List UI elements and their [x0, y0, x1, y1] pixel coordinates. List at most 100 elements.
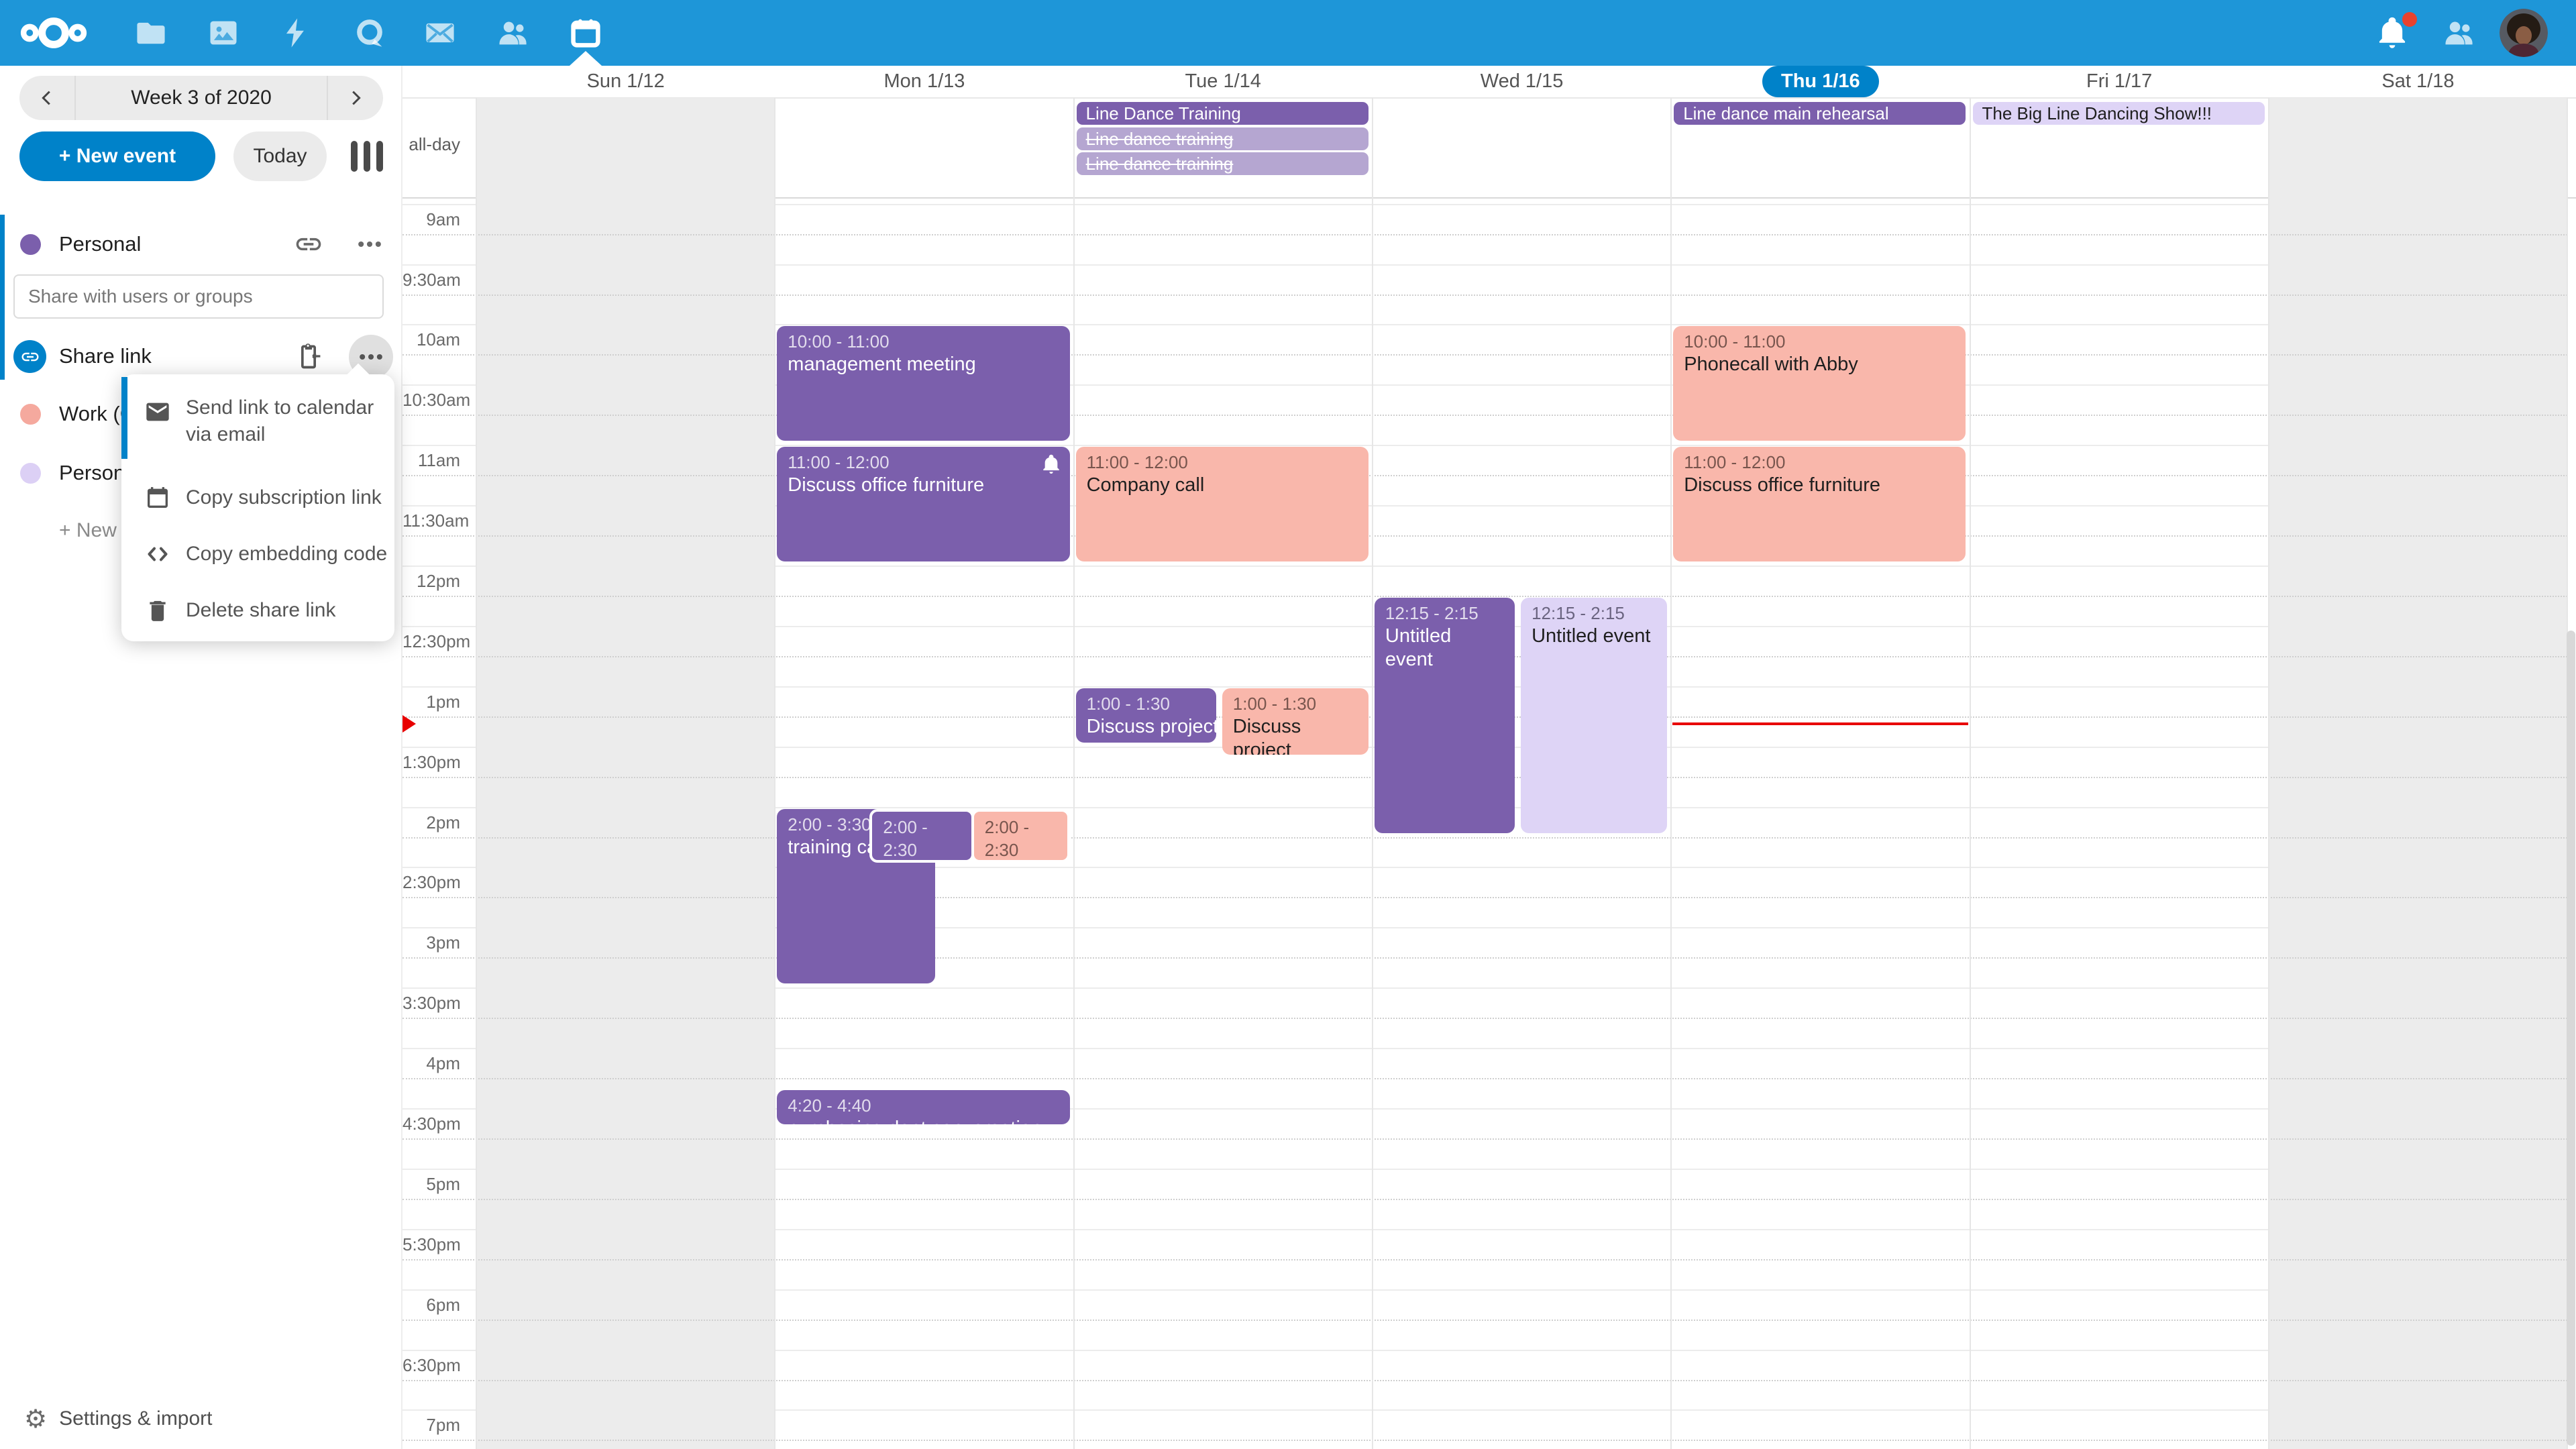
all-day-event[interactable]: Line dance main rehearsal [1674, 102, 1966, 125]
time-label: 6:30pm [402, 1354, 461, 1375]
files-icon[interactable] [114, 0, 188, 66]
all-day-label: all-day [409, 134, 460, 154]
gridline [402, 1409, 2567, 1411]
reminder-bell-icon [1040, 453, 1062, 475]
gridline [402, 505, 2567, 507]
gridline [402, 535, 2567, 537]
column-divider [1670, 97, 1672, 1449]
event[interactable]: 11:00 - 12:00 Company call [1075, 447, 1368, 562]
menu-item-send-link-email[interactable]: Send link to calendar via email [121, 390, 394, 470]
gridline [402, 1198, 2567, 1200]
week-navigation: Week 3 of 2020 [19, 76, 383, 120]
sidebar-item-calendar-personal[interactable]: Personal [0, 223, 402, 265]
activity-icon[interactable] [259, 0, 333, 66]
gridline [402, 475, 2567, 477]
calendar-color-dot [20, 233, 41, 255]
contacts-icon[interactable] [476, 0, 549, 66]
event[interactable]: 10:00 - 11:00 Phonecall with Abby [1673, 326, 1966, 441]
gridline [402, 294, 2567, 296]
all-day-event[interactable]: Line Dance Training [1076, 102, 1368, 125]
notification-badge [2402, 12, 2417, 27]
event[interactable]: 4:20 - 4:40purchasing dept conversation [777, 1090, 1070, 1124]
calendar-icon [148, 487, 168, 508]
gridline [402, 415, 2567, 417]
time-label: 10am [416, 329, 460, 350]
weekend-shade [476, 98, 775, 1449]
weekend-shade [2268, 98, 2568, 1449]
event[interactable]: 2:00 - 2:30check-in [869, 808, 975, 863]
new-calendar-button[interactable]: + New c [59, 519, 133, 541]
talk-icon[interactable] [333, 0, 407, 66]
menu-item-copy-subscription-link[interactable]: Copy subscription link [121, 470, 394, 526]
calendar-app-icon[interactable] [549, 0, 623, 66]
gridline [402, 264, 2567, 266]
event[interactable]: 10:00 - 11:00 management meeting [777, 326, 1070, 441]
time-label: 5pm [426, 1173, 460, 1194]
gridline [402, 837, 2567, 839]
gridline [402, 233, 2567, 235]
time-label: 11:30am [402, 511, 470, 531]
day-header[interactable]: Sun 1/12 [586, 70, 665, 92]
avatar[interactable] [2500, 9, 2548, 57]
event[interactable]: 11:00 - 12:00 Discuss office furniture [1673, 447, 1966, 562]
settings-import-button[interactable]: ⚙ Settings & import [24, 1404, 213, 1434]
photos-icon[interactable] [186, 0, 260, 66]
settings-label: Settings & import [59, 1407, 213, 1430]
menu-item-delete-share-link[interactable]: Delete share link [121, 582, 394, 639]
next-week-button[interactable] [327, 76, 383, 120]
header-divider [402, 97, 2576, 99]
delete-icon [150, 600, 166, 621]
day-header[interactable]: Mon 1/13 [883, 70, 965, 92]
week-title: Week 3 of 2020 [131, 87, 272, 109]
email-icon [146, 402, 169, 421]
share-link-label: Share link [59, 344, 152, 368]
time-label: 4:30pm [402, 1114, 461, 1134]
column-divider [1371, 97, 1373, 1449]
gridline [402, 957, 2567, 959]
vertical-scrollbar[interactable] [2567, 631, 2575, 1446]
share-link-row: Share link [0, 333, 402, 380]
event[interactable]: 11:00 - 12:00 Discuss office furniture [777, 447, 1070, 562]
column-divider [774, 97, 776, 1449]
nextcloud-logo[interactable] [17, 0, 91, 66]
gridline [402, 1138, 2567, 1140]
all-day-event[interactable]: The Big Line Dancing Show!!! [1972, 102, 2265, 125]
new-event-button[interactable]: + New event [19, 131, 215, 181]
notifications-bell-icon[interactable] [2355, 0, 2429, 66]
day-header[interactable]: Sat 1/18 [2381, 70, 2455, 92]
share-link-menu: Send link to calendar via email Copy sub… [121, 363, 394, 641]
time-label: 4pm [426, 1053, 460, 1074]
share-input[interactable] [13, 274, 384, 319]
gridline [402, 1078, 2567, 1080]
top-navbar [0, 0, 2576, 66]
event[interactable]: 2:00 - 2:30check-in [971, 808, 1070, 863]
previous-week-button[interactable] [19, 76, 76, 120]
day-header[interactable]: Tue 1/14 [1185, 70, 1261, 92]
day-header[interactable]: Fri 1/17 [2086, 70, 2153, 92]
code-icon [148, 547, 168, 561]
today-button[interactable]: Today [233, 131, 327, 181]
column-divider [476, 97, 477, 1449]
gridline [402, 566, 2567, 568]
mail-icon[interactable] [403, 0, 477, 66]
time-label: 12pm [416, 571, 460, 592]
event[interactable]: 12:15 - 2:15 Untitled event [1374, 597, 1515, 833]
day-header[interactable]: Wed 1/15 [1480, 70, 1564, 92]
gridline [402, 203, 2567, 205]
day-header[interactable]: Thu 1/16 [1671, 66, 1970, 97]
all-day-event[interactable]: Line dance training [1076, 152, 1368, 175]
all-day-event[interactable]: Line dance training [1076, 127, 1368, 150]
share-calendar-icon[interactable] [292, 228, 325, 260]
calendar-actions-button[interactable] [354, 228, 386, 260]
gridline [402, 1108, 2567, 1110]
menu-item-copy-embedding-code[interactable]: Copy embedding code [121, 526, 394, 582]
copy-to-clipboard-icon[interactable] [292, 340, 325, 372]
event[interactable]: 12:15 - 2:15 Untitled event [1521, 597, 1668, 833]
contacts-menu-icon[interactable] [2422, 0, 2496, 66]
gridline [402, 987, 2567, 989]
gridline [402, 1048, 2567, 1050]
view-switcher-button[interactable] [347, 131, 387, 181]
column-divider [1969, 97, 1971, 1449]
